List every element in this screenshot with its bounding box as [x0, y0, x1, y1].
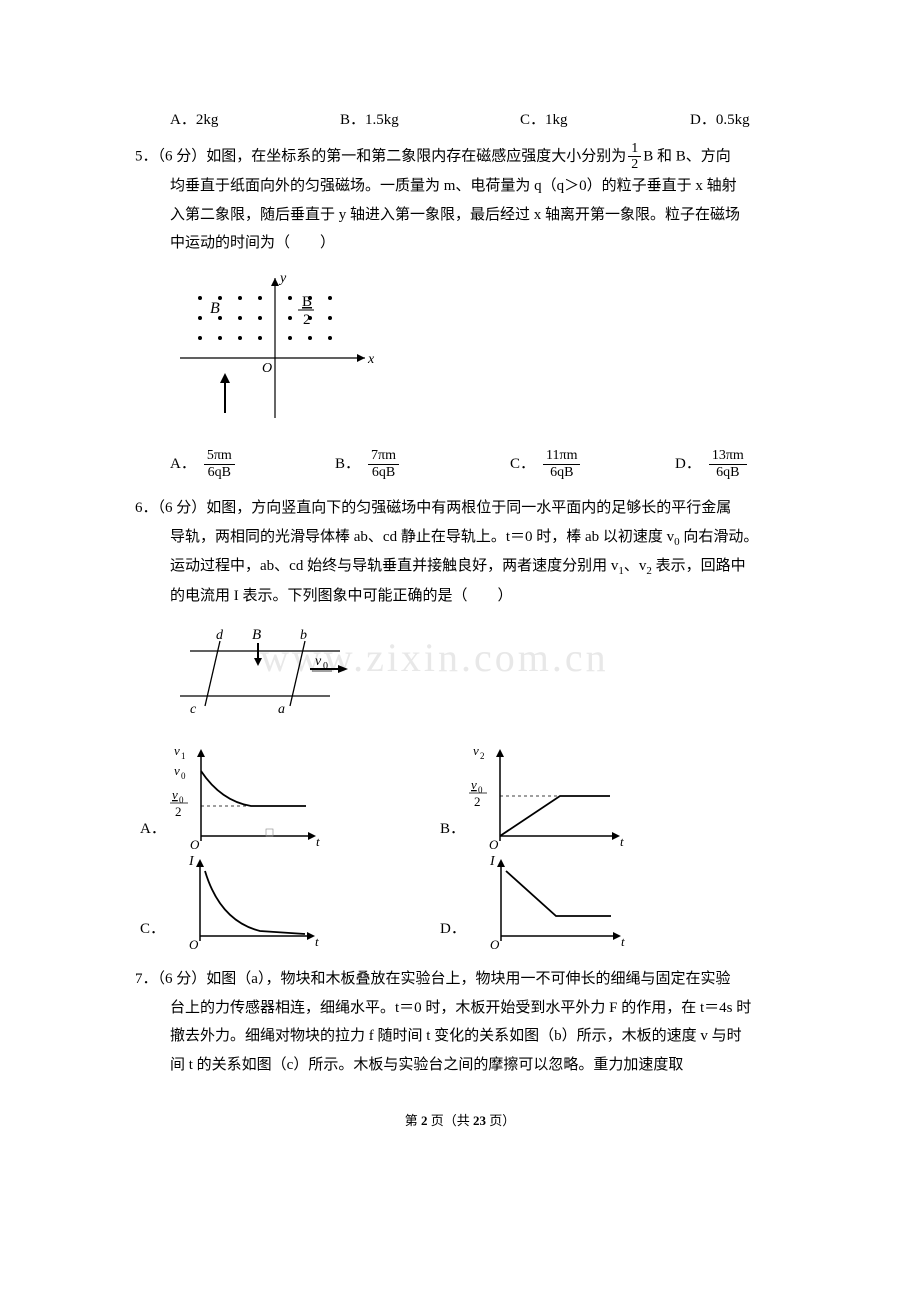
option-text: 0.5kg: [716, 106, 750, 135]
q6-graph-d: I O t: [466, 851, 636, 951]
option-text: 1.5kg: [365, 106, 399, 135]
q5-number: 5．: [135, 148, 158, 164]
q6-line3: 运动过程中，ab、cd 始终与导轨垂直并接触良好，两者速度分别用 v1、v2 表…: [170, 552, 810, 582]
q6-opt-c-label: C．: [140, 915, 165, 944]
option-text: 1kg: [545, 106, 568, 135]
fraction: 5πm 6qB: [204, 448, 235, 480]
svg-text:v: v: [172, 787, 178, 802]
q4-options-row: A．2kg B．1.5kg C．1kg D．0.5kg: [170, 106, 810, 135]
fraction: 13πm 6qB: [709, 448, 747, 480]
option-label: C．: [520, 106, 545, 135]
q6-opt-d-label: D．: [440, 915, 466, 944]
x-label: x: [367, 352, 375, 367]
q4-option-a: A．2kg: [170, 106, 340, 135]
svg-text:c: c: [190, 702, 197, 717]
q5-points: （6 分）: [158, 148, 207, 164]
q7-number: 7．: [135, 971, 158, 987]
q5-option-d: D． 13πm 6qB: [675, 448, 749, 480]
q7-line1: 7．（6 分）如图（a），物块和木板叠放在实验台上，物块用一不可伸长的细绳与固定…: [135, 965, 810, 994]
b2-den: 2: [303, 312, 311, 328]
q6-graph-a: v1 v0 v0 2 O t: [166, 741, 326, 851]
svg-text:I: I: [489, 854, 496, 869]
svg-text:O: O: [190, 837, 200, 851]
q4-option-d: D．0.5kg: [690, 106, 750, 135]
svg-text:B: B: [252, 627, 261, 643]
q6-opt-a-label: A．: [140, 815, 166, 844]
q5-line3: 入第二象限，随后垂直于 y 轴进入第一象限，最后经过 x 轴离开第一象限。粒子在…: [170, 201, 810, 230]
q5-line4: 中运动的时间为（ ）: [170, 229, 810, 258]
fraction: 7πm 6qB: [368, 448, 399, 480]
q5-option-b: B． 7πm 6qB: [335, 448, 510, 480]
q6-line1: 6．（6 分）如图，方向竖直向下的匀强磁场中有两根位于同一水平面内的足够长的平行…: [135, 494, 810, 523]
svg-text:t: t: [621, 934, 625, 949]
q6-number: 6．: [135, 500, 158, 516]
svg-text:b: b: [300, 628, 307, 643]
svg-text:d: d: [216, 628, 224, 643]
svg-text:v: v: [174, 743, 180, 758]
svg-text:t: t: [620, 834, 624, 849]
q5-text1: 如图，在坐标系的第一和第二象限内存在磁感应强度大小分别为: [206, 148, 626, 164]
svg-text:t: t: [315, 934, 319, 949]
svg-text:0: 0: [323, 661, 328, 672]
fraction: 11πm 6qB: [543, 448, 580, 480]
q6-circuit-diagram: d b c a B v 0: [170, 621, 810, 732]
svg-text:t: t: [316, 834, 320, 849]
svg-text:v: v: [174, 763, 180, 778]
svg-text:v: v: [473, 743, 479, 758]
q5-options-row: A． 5πm 6qB B． 7πm 6qB C． 11πm 6qB D． 13π…: [170, 448, 810, 480]
svg-text:v: v: [315, 654, 322, 669]
q7-line2: 台上的力传感器相连，细绳水平。t＝0 时，木板开始受到水平外力 F 的作用，在 …: [170, 994, 810, 1023]
b-label: B: [210, 300, 220, 317]
page-footer: 第 2 页（共 23 页）: [110, 1109, 810, 1134]
q7-line4: 间 t 的关系如图（c）所示。木板与实验台之间的摩擦可以忽略。重力加速度取: [170, 1051, 810, 1080]
svg-text:O: O: [189, 937, 199, 951]
q6-graph-b: v2 v0 2 O t: [465, 741, 635, 851]
q7-text1: 如图（a），物块和木板叠放在实验台上，物块用一不可伸长的细绳与固定在实验: [206, 971, 730, 987]
option-label: A．: [170, 106, 196, 135]
option-label: B．: [335, 450, 360, 479]
option-label: A．: [170, 450, 196, 479]
option-label: D．: [675, 450, 701, 479]
q5-line1: 5．（6 分）如图，在坐标系的第一和第二象限内存在磁感应强度大小分别为12B 和…: [135, 141, 810, 173]
q6-line2: 导轨，两相同的光滑导体棒 ab、cd 静止在导轨上。t＝0 时，棒 ab 以初速…: [170, 523, 810, 553]
svg-text:v: v: [471, 777, 477, 792]
fraction-half: 12: [628, 141, 641, 173]
y-label: y: [278, 271, 287, 286]
svg-text:2: 2: [480, 751, 485, 761]
svg-text:0: 0: [181, 771, 186, 781]
option-label: C．: [510, 450, 535, 479]
q6-text1: 如图，方向竖直向下的匀强磁场中有两根位于同一水平面内的足够长的平行金属: [206, 500, 731, 516]
b2-num: B: [302, 294, 312, 310]
q6-line4: 的电流用 I 表示。下列图象中可能正确的是（ ）: [170, 582, 810, 611]
option-label: D．: [690, 106, 716, 135]
q5-line2: 均垂直于纸面向外的匀强磁场。一质量为 m、电荷量为 q（q＞0）的粒子垂直于 x…: [170, 172, 810, 201]
q5-diagram: B B 2 O x y: [170, 268, 810, 439]
svg-text:a: a: [278, 702, 285, 717]
option-label: B．: [340, 106, 365, 135]
svg-text:O: O: [489, 837, 499, 851]
q6-graph-c: I O t: [165, 851, 325, 951]
option-text: 2kg: [196, 106, 219, 135]
question-5: 5．（6 分）如图，在坐标系的第一和第二象限内存在磁感应强度大小分别为12B 和…: [110, 141, 810, 481]
q4-option-c: C．1kg: [520, 106, 690, 135]
svg-text:2: 2: [474, 794, 481, 809]
q4-option-b: B．1.5kg: [340, 106, 520, 135]
question-6: 6．（6 分）如图，方向竖直向下的匀强磁场中有两根位于同一水平面内的足够长的平行…: [110, 494, 810, 951]
q5-option-c: C． 11πm 6qB: [510, 448, 675, 480]
q7-points: （6 分）: [158, 971, 207, 987]
svg-text:1: 1: [181, 751, 186, 761]
q5-text2: B 和 B、方向: [643, 148, 731, 164]
svg-text:2: 2: [175, 804, 182, 819]
q6-points: （6 分）: [158, 500, 207, 516]
origin-label: O: [262, 361, 272, 376]
question-7: 7．（6 分）如图（a），物块和木板叠放在实验台上，物块用一不可伸长的细绳与固定…: [110, 965, 810, 1079]
q6-opt-b-label: B．: [440, 815, 465, 844]
q5-option-a: A． 5πm 6qB: [170, 448, 335, 480]
svg-text:I: I: [188, 854, 195, 869]
svg-text:O: O: [490, 937, 500, 951]
q7-line3: 撤去外力。细绳对物块的拉力 f 随时间 t 变化的关系如图（b）所示，木板的速度…: [170, 1022, 810, 1051]
